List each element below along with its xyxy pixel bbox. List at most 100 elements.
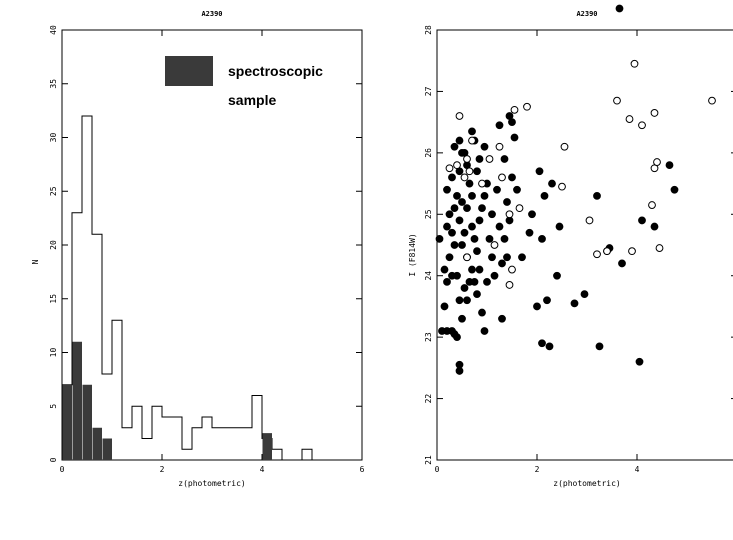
histogram-filled-series [62, 341, 272, 460]
scatter-point-filled [440, 302, 449, 311]
histogram-panel: A2390 0 2 4 6 0 5 10 15 20 25 30 35 40 spectroscopic… [31, 10, 365, 488]
scatter-point-filled [473, 167, 481, 176]
scatter-point-filled [485, 234, 494, 243]
scatter-point-filled [495, 121, 504, 130]
hist-ytick-label: 40 [49, 25, 58, 35]
scatter-point-filled [445, 210, 454, 219]
scatter-point-open [708, 96, 716, 105]
scatter-point-filled [513, 185, 521, 194]
hist-ytick-label: 0 [49, 457, 58, 462]
histogram-ylabel: N [31, 259, 40, 264]
scatter-point-filled [450, 142, 459, 151]
scatter-point-filled [440, 265, 449, 274]
scatter-axes-frame [436, 29, 733, 461]
scatter-xlabel: z(photometric) [553, 479, 620, 488]
scatter-point-filled [548, 179, 556, 188]
scatter-point-open [625, 115, 634, 123]
scatter-point-filled [495, 222, 504, 231]
scatter-point-filled [570, 299, 579, 308]
scatter-point-filled [448, 173, 456, 182]
scatter-point-open [465, 167, 474, 176]
scatter-point-filled [498, 314, 506, 323]
scatter-point-open [478, 179, 486, 188]
scatter-ytick-label: 24 [424, 271, 433, 281]
scatter-point-filled [458, 241, 466, 249]
scatter-point-filled [453, 191, 461, 200]
scatter-point-filled [460, 228, 469, 237]
scatter-point-filled [488, 253, 496, 262]
scatter-point-filled [473, 247, 481, 256]
scatter-ytick-label: 21 [424, 455, 433, 465]
scatter-ytick-label: 28 [424, 25, 433, 35]
scatter-points [435, 4, 716, 375]
scatter-point-open [510, 105, 519, 114]
scatter-point-filled [540, 191, 549, 200]
scatter-point-open [498, 173, 506, 182]
scatter-point-filled [455, 367, 464, 375]
scatter-point-open [463, 155, 471, 163]
scatter-point-filled [503, 198, 511, 206]
histogram-filled-bar [72, 341, 82, 460]
scatter-point-filled [443, 277, 451, 286]
histogram-filled-bar [62, 384, 72, 460]
scatter-point-filled [465, 179, 474, 188]
hist-ytick-label: 20 [49, 240, 58, 250]
scatter-point-filled [463, 296, 471, 305]
scatter-point-filled [443, 185, 451, 194]
scatter-point-filled [453, 271, 461, 280]
hist-ytick-label: 5 [49, 404, 58, 409]
histogram-ticks: 0 2 4 6 0 5 10 15 20 25 30 35 40 [49, 25, 365, 474]
scatter-point-open [613, 96, 621, 105]
scatter-point-filled [483, 277, 491, 286]
scatter-point-filled [455, 216, 464, 225]
scatter-point-filled [455, 136, 464, 145]
scatter-point-filled [593, 191, 601, 200]
histogram-outline-series [61, 115, 362, 461]
scatter-point-filled [493, 185, 501, 194]
scatter-point-filled [480, 142, 489, 151]
scatter-point-filled [463, 204, 471, 213]
histogram-filled-bar [262, 433, 272, 460]
scatter-point-filled [458, 314, 466, 323]
histogram-filled-bar [92, 427, 102, 460]
scatter-point-filled [443, 222, 451, 231]
histogram-title: A2390 [201, 10, 222, 18]
scatter-point-filled [545, 342, 554, 351]
scatter-point-filled [508, 118, 516, 127]
scatter-point-filled [475, 216, 484, 225]
scatter-point-filled [453, 333, 461, 342]
scatter-point-open [638, 121, 646, 130]
legend-label-line1: spectroscopic [228, 63, 323, 79]
scatter-xtick-label: 4 [635, 465, 640, 474]
scatter-point-open [495, 142, 504, 151]
scatter-point-open [485, 155, 494, 163]
scatter-point-filled [460, 284, 469, 292]
scatter-point-open [455, 112, 464, 120]
hist-ytick-label: 35 [49, 79, 58, 89]
scatter-point-open [445, 164, 454, 173]
scatter-point-filled [525, 228, 534, 237]
scatter-point-filled [450, 204, 459, 213]
hist-xtick-label: 6 [360, 465, 365, 474]
scatter-point-open [463, 253, 471, 262]
scatter-point-open [653, 158, 661, 166]
scatter-point-open [505, 210, 514, 219]
scatter-point-filled [595, 342, 604, 351]
scatter-point-filled [543, 296, 551, 305]
scatter-xtick-label: 0 [435, 465, 440, 474]
scatter-ytick-label: 23 [424, 332, 433, 342]
scatter-point-open [648, 201, 656, 209]
scatter-point-filled [475, 265, 484, 274]
scatter-point-filled [468, 191, 476, 200]
scatter-ticks: 02462122232425262728 [424, 25, 733, 474]
scatter-point-filled [468, 265, 476, 274]
hist-ytick-label: 25 [49, 186, 58, 196]
scatter-point-filled [498, 259, 506, 268]
scatter-point-filled [535, 167, 544, 176]
scatter-title: A2390 [576, 10, 597, 18]
histogram-filled-bar [102, 438, 112, 460]
scatter-point-filled [665, 161, 674, 170]
scatter-ytick-label: 27 [424, 86, 433, 96]
scatter-point-filled [500, 234, 509, 243]
